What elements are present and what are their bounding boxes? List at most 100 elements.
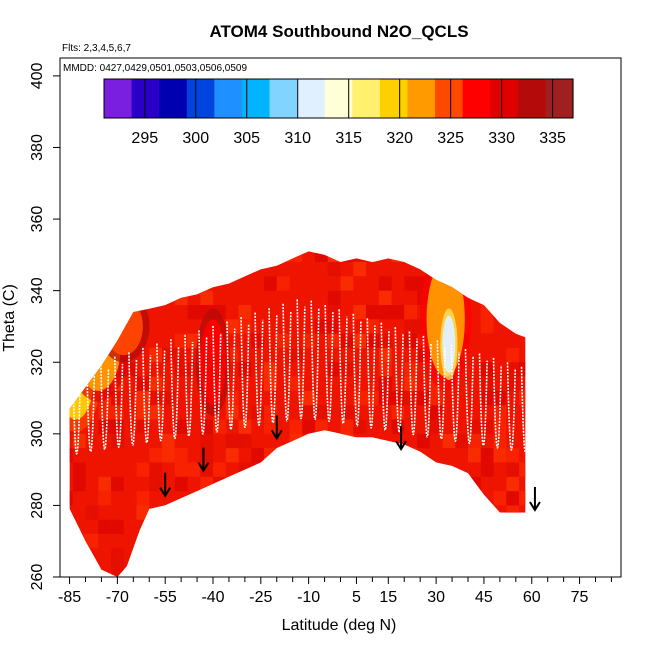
coverage-cell — [391, 448, 405, 463]
flight-track — [240, 317, 250, 428]
flight-track — [394, 327, 404, 433]
coverage-cell — [327, 251, 341, 262]
coverage-cell — [608, 233, 621, 247]
coverage-cell — [264, 519, 277, 534]
coverage-cell — [200, 476, 214, 492]
coverage-cell — [327, 319, 341, 334]
coverage-cell — [532, 477, 545, 491]
coverage-cell — [583, 334, 596, 348]
coverage-cell — [98, 491, 112, 506]
x-tick-label: 15 — [379, 589, 397, 606]
colorbar-segment — [462, 79, 491, 118]
coverage-cell — [264, 448, 277, 463]
coverage-cell — [111, 548, 124, 563]
coverage-cell — [353, 519, 367, 534]
coverage-cell — [608, 276, 621, 290]
coverage-cell — [519, 319, 526, 334]
flight-track — [478, 353, 488, 447]
coverage-cell — [72, 276, 86, 291]
coverage-cell — [85, 534, 99, 549]
coverage-cell — [225, 491, 239, 506]
coverage-cell — [493, 276, 507, 291]
coverage-cell — [417, 562, 430, 577]
coverage-cell — [468, 419, 481, 434]
flight-track — [436, 340, 446, 440]
coverage-cell — [442, 476, 456, 492]
coverage-cell — [493, 419, 507, 434]
coverage-cell — [353, 476, 367, 492]
coverage-cell — [200, 491, 214, 506]
flight-track — [268, 308, 278, 424]
coverage-cell — [200, 290, 214, 305]
coverage-cell — [111, 276, 124, 291]
flight-track — [282, 303, 292, 422]
coverage-cell — [506, 347, 520, 363]
colorbar-segment — [379, 79, 409, 118]
coverage-cell — [327, 448, 341, 463]
coverage-cell — [519, 362, 526, 377]
coverage-cell — [378, 290, 392, 305]
coverage-cell — [289, 562, 303, 577]
coverage-cell — [264, 562, 277, 577]
x-tick-label: 45 — [475, 589, 493, 606]
coverage-cell — [519, 305, 526, 320]
colorbar-tick-label: 335 — [539, 130, 566, 147]
colorbar-segment — [435, 79, 464, 118]
coverage-cell — [480, 462, 494, 477]
flight-track — [114, 356, 124, 448]
colorbar-segment — [352, 79, 381, 118]
coverage-cell — [149, 476, 163, 492]
dates-label: MMDD: 0427,0429,0501,0503,0506,0509 — [63, 63, 247, 74]
coverage-cell — [570, 534, 583, 548]
coverage-cell — [72, 548, 86, 563]
coverage-cell — [213, 548, 226, 563]
y-tick-label: 260 — [29, 564, 46, 591]
coverage-cell — [72, 376, 86, 391]
coverage-cell — [187, 534, 201, 549]
coverage-cell — [404, 276, 418, 291]
coverage-cell — [302, 448, 316, 463]
coverage-cell — [327, 362, 341, 377]
flight-track — [296, 299, 306, 420]
coverage-cell — [98, 233, 111, 247]
coverage-cell — [493, 390, 507, 406]
coverage-cell — [213, 262, 226, 277]
coverage-cell — [174, 362, 188, 377]
coverage-cell — [162, 251, 175, 262]
coverage-cell — [404, 362, 418, 377]
coverage-cell — [149, 462, 163, 477]
flight-track — [506, 362, 516, 451]
colorbar-tick-label: 320 — [386, 130, 413, 147]
coverage-cell — [136, 419, 150, 434]
coverage-cell — [506, 290, 520, 305]
coverage-cell — [302, 419, 316, 434]
colorbar-segment — [186, 79, 215, 118]
flight-tracks — [72, 299, 526, 455]
coverage-cell — [353, 390, 367, 406]
coverage-cell — [188, 233, 201, 247]
coverage-cell — [264, 233, 277, 247]
coverage-cell — [570, 520, 583, 534]
flight-track — [464, 349, 474, 445]
coverage-cell — [557, 305, 570, 319]
coverage-cell — [136, 562, 150, 577]
coverage-cell — [557, 262, 570, 276]
coverage-cell — [251, 448, 265, 463]
coverage-cell — [468, 476, 481, 492]
coverage-cell — [468, 448, 481, 463]
coverage-cell — [404, 462, 418, 477]
coverage-cell — [570, 434, 583, 448]
coverage-cell — [583, 319, 596, 333]
coverage-cell — [251, 251, 265, 262]
colorbar-segment — [490, 79, 519, 118]
coverage-cell — [162, 433, 175, 449]
coverage-cell — [353, 251, 367, 262]
coverage-cell — [162, 519, 175, 534]
coverage-cell — [391, 390, 405, 406]
flight-track — [352, 313, 362, 427]
flight-track — [254, 312, 264, 426]
coverage-cell — [596, 391, 609, 405]
coverage-cell — [340, 251, 354, 262]
coverage-cell — [340, 462, 354, 477]
coverage-cell — [493, 433, 507, 449]
